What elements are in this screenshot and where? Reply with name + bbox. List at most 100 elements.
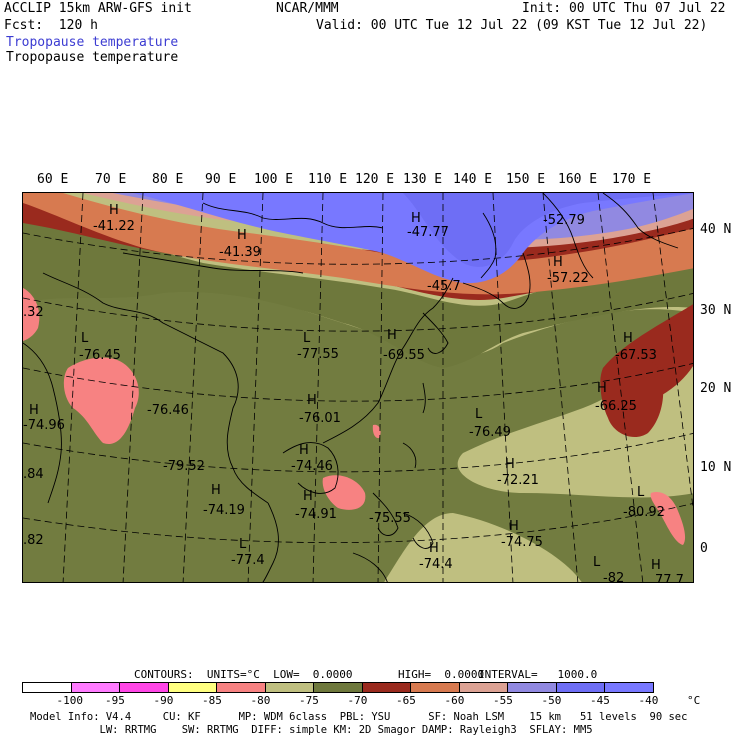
pressure-center-marker: L [593,555,601,570]
pressure-center-marker: H [429,541,439,556]
longitude-label: 100 E [254,172,294,187]
temperature-value-label: -67.53 [615,348,657,363]
temperature-value-label: -45.7 [427,279,461,294]
coastlines [23,193,679,582]
pressure-center-marker: L [475,407,483,422]
field-patch-red-east [600,356,664,438]
pressure-center-marker: L [303,331,311,346]
longitude-label: 110 E [308,172,348,187]
colorbar-swatch [361,682,411,693]
longitude-label: 120 E [355,172,395,187]
pressure-center-marker: H [387,328,397,343]
pressure-center-marker: H [299,443,309,458]
pressure-center-marker: L [81,331,89,346]
temperature-value-label: -47.77 [407,225,449,240]
high-info: HIGH= 0.0000 [398,668,485,681]
temperature-value-label: -74.91 [295,507,337,522]
latitude-label: 0 [700,541,708,556]
contours-info: CONTOURS: UNITS=°C LOW= 0.0000 [134,668,353,681]
temperature-value-label: -74.46 [291,459,333,474]
temperature-value-label: -75.55 [369,511,411,526]
pressure-center-marker: H [505,457,515,472]
colorbar-label: -45 [590,694,610,707]
model-title: ACCLIP 15km ARW-GFS init [4,1,192,16]
colorbar-swatch [119,682,169,693]
field-patch-pink-3 [322,475,366,510]
pressure-center-marker: H [307,393,317,408]
temperature-value-label: -80.92 [623,505,665,520]
init-time: Init: 00 UTC Thu 07 Jul 22 [522,1,726,16]
pressure-center-marker: H [411,211,421,226]
latitude-label: 20 N [700,381,732,396]
field-title-secondary: Tropopause temperature [6,50,179,65]
field-band-orange [23,193,693,295]
temperature-value-label: -74.75 [501,535,543,550]
longitude-label: 130 E [403,172,443,187]
colorbar-label: -85 [202,694,222,707]
colorbar-swatch [313,682,363,693]
field-title-primary: Tropopause temperature [6,35,179,50]
colorbar-label: -65 [396,694,416,707]
field-band-blue [133,193,693,284]
colorbar-swatch [410,682,460,693]
colorbar-swatch [167,682,217,693]
temperature-value-label: .32 [23,305,44,320]
pressure-center-marker: H [651,558,661,573]
colorbar-label: -75 [299,694,319,707]
longitude-label: 60 E [37,172,69,187]
colorbar-swatch [22,682,72,693]
colorbar-swatch [604,682,654,693]
map-panel: H -41.22 H -41.39 H -47.77 -52.79 H -57.22 -45.7.… [22,192,694,583]
longitude-label: 170 E [612,172,652,187]
center-label: NCAR/MMM [276,1,339,16]
colorbar-swatch [216,682,266,693]
field-band-blue-dark [403,193,693,267]
interval-info: INTERVAL= 1000.0 [478,668,598,681]
temperature-value-label: -76.49 [469,425,511,440]
model-info-line2: LW: RRTMG SW: RRTMG DIFF: simple KM: 2D … [30,724,593,736]
pressure-center-marker: H [237,228,247,243]
temperature-value-label: -82 [603,571,625,583]
colorbar-label: -90 [153,694,174,707]
pressure-center-marker: H [211,483,221,498]
field-band-olive-north [23,213,693,368]
temperature-value-label: -74.4 [419,557,453,572]
model-info-line1: Model Info: V4.4 CU: KF MP: WDM 6class P… [30,711,688,723]
latitude-label: 10 N [700,460,732,475]
pressure-center-marker: H [303,489,313,504]
colorbar-label: -60 [444,694,465,707]
temperature-value-label: -41.39 [219,245,261,260]
longitude-label: 90 E [205,172,237,187]
colorbar-swatch [555,682,605,693]
longitude-label: 160 E [558,172,598,187]
temperature-value-label: -77.55 [297,347,339,362]
pressure-center-marker: H [553,255,563,270]
latitude-label: 40 N [700,222,732,237]
colorbar-label: -70 [347,694,368,707]
latitude-label: 30 N [700,303,732,318]
colorbar-label: -95 [105,694,125,707]
temperature-value-label: -52.79 [543,213,585,228]
temperature-value-label: -69.55 [383,348,425,363]
temperature-value-label: -66.25 [595,399,637,414]
temperature-value-label: -76.45 [79,348,121,363]
tropopause-temperature-map [23,193,693,582]
longitude-label: 80 E [152,172,184,187]
pressure-center-marker: H [29,403,39,418]
field-band-olive [23,213,693,582]
field-patch-pink-5 [650,492,686,545]
pressure-center-marker: L [239,537,247,552]
temperature-value-label: -41.22 [93,219,135,234]
temperature-value-label: -57.22 [547,271,589,286]
forecast-hour: Fcst: 120 h [4,18,98,33]
longitude-label: 150 E [506,172,546,187]
temperature-value-label: -76.01 [299,411,341,426]
colorbar-swatch [264,682,314,693]
temperature-value-label: -76.46 [147,403,189,418]
pressure-center-marker: L [637,485,645,500]
colorbar-label: -80 [250,694,271,707]
colorbar-label: °C [687,694,701,707]
pressure-center-marker: H [509,519,519,534]
temperature-value-label: .82 [23,533,44,548]
temperature-value-label: -79.52 [163,459,205,474]
